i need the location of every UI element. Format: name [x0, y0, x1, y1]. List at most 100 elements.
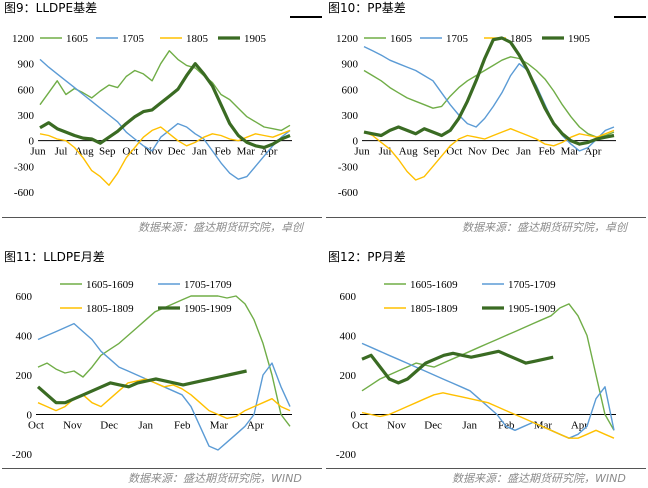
y-tick-label: 600 [16, 291, 33, 303]
y-tick-label: 900 [18, 59, 35, 71]
series-line-1805 [363, 127, 615, 181]
x-tick-label: Apr [584, 146, 601, 158]
series-line-1705 [39, 58, 291, 180]
x-tick-label: Dec [100, 420, 118, 432]
y-tick-label: -600 [338, 187, 359, 199]
x-tick-label: Nov [468, 146, 487, 158]
series-line-1905-1909 [361, 349, 554, 385]
x-tick-label: Jun [354, 146, 370, 158]
fig9-title: 图9：LLDPE基差 [4, 1, 98, 15]
x-tick-label: Oct [28, 420, 44, 432]
x-tick-label: Jan [192, 146, 207, 158]
fig10-panel: 图10：PP基差 1200 900 600 300 0 -300 -600 Jun Jul Aug… [324, 0, 648, 240]
fig10-underline [614, 16, 646, 18]
legend-label: 1905-1909 [508, 303, 556, 315]
series-line-1605-1609 [361, 303, 615, 431]
y-tick-label: 1200 [336, 33, 359, 45]
y-tick-label: 600 [18, 84, 35, 96]
x-tick-label: Aug [399, 146, 418, 158]
fig10-title: 图10：PP基差 [328, 1, 406, 15]
x-tick-label: Nov [63, 420, 82, 432]
x-tick-label: Sep [99, 146, 116, 158]
fig9-underline [290, 16, 322, 18]
y-tick-label: 400 [340, 331, 357, 343]
fig11-title: 图11：LLDPE月差 [4, 250, 105, 264]
legend-label: 1805 [510, 33, 533, 45]
legend-label: 1705 [122, 33, 145, 45]
y-tick-label: 300 [18, 110, 35, 122]
legend-label: 1805-1809 [410, 303, 458, 315]
x-tick-label: Feb [538, 146, 555, 158]
y-tick-label: -600 [14, 187, 35, 199]
x-tick-label: Dec [492, 146, 510, 158]
series-line-1605 [39, 50, 291, 132]
x-tick-label: Oct [352, 420, 368, 432]
x-tick-label: Aug [75, 146, 94, 158]
x-tick-label: Jan [138, 420, 153, 432]
fig12-title: 图12：PP月差 [328, 250, 406, 264]
legend-label: 1605-1609 [410, 279, 458, 291]
legend-label: 1705-1709 [184, 279, 232, 291]
fig12-panel: 图12：PP月差 600 400 200 0 -200 Oct Nov Dec Jan Feb Ma… [324, 248, 648, 488]
y-tick-label: 300 [342, 110, 359, 122]
x-tick-label: Dec [424, 420, 442, 432]
y-tick-label: -200 [336, 449, 357, 461]
fig11-source: 数据来源：盛达期货研究院，WIND [128, 472, 302, 485]
fig11-panel: 图11：LLDPE月差 600 400 200 0 -200 Oct Nov Dec Jan Fe… [0, 248, 324, 488]
y-tick-label: -300 [14, 161, 35, 173]
fig12-source: 数据来源：盛达期货研究院，WIND [452, 472, 626, 485]
y-tick-label: 1200 [12, 33, 35, 45]
legend-label: 1605 [66, 33, 89, 45]
series-line-1805-1809 [361, 392, 615, 439]
x-tick-label: Oct [122, 146, 138, 158]
x-tick-label: Mar [210, 420, 229, 432]
x-tick-label: Feb [214, 146, 231, 158]
legend-label: 1705-1709 [508, 279, 556, 291]
fig9-panel: 图9：LLDPE基差 1200 900 600 300 0 -300 -600 Jun Jul A… [0, 0, 324, 240]
y-tick-label: 200 [340, 370, 357, 382]
x-tick-label: Oct [446, 146, 462, 158]
y-tick-label: -200 [12, 449, 33, 461]
x-tick-label: Jan [516, 146, 531, 158]
series-line-1905 [39, 62, 291, 150]
x-tick-label: Jul [379, 146, 392, 158]
x-tick-label: Feb [174, 420, 191, 432]
legend-label: 1805-1809 [86, 303, 134, 315]
legend-label: 1905 [244, 33, 267, 45]
y-tick-label: 600 [340, 291, 357, 303]
x-tick-label: Jul [55, 146, 68, 158]
y-tick-label: -300 [338, 161, 359, 173]
x-tick-label: Mar [237, 146, 256, 158]
series-line-1905 [363, 36, 615, 146]
legend-label: 1605-1609 [86, 279, 134, 291]
y-tick-label: 200 [16, 370, 33, 382]
y-tick-label: 900 [342, 59, 359, 71]
series-line-1705-1709 [361, 342, 615, 439]
legend-label: 1605 [390, 33, 413, 45]
series-line-1705 [363, 45, 615, 152]
fig12-separator [326, 468, 646, 469]
fig9-source: 数据来源：盛达期货研究院，卓创 [138, 221, 303, 234]
legend-label: 1905-1909 [184, 303, 232, 315]
series-line-1605 [363, 56, 615, 138]
y-tick-label: 600 [342, 84, 359, 96]
x-tick-label: Nov [387, 420, 406, 432]
fig11-separator [2, 468, 322, 469]
fig10-separator [326, 217, 646, 218]
y-tick-label: 0 [29, 136, 35, 148]
x-tick-label: Jan [462, 420, 477, 432]
x-tick-label: Jun [30, 146, 46, 158]
fig9-separator [2, 217, 322, 218]
legend-label: 1705 [446, 33, 469, 45]
y-tick-label: 0 [27, 410, 33, 422]
legend-label: 1905 [568, 33, 591, 45]
x-tick-label: Apr [571, 420, 588, 432]
y-tick-label: 0 [353, 136, 359, 148]
x-tick-label: Mar [561, 146, 580, 158]
x-tick-label: Sep [423, 146, 440, 158]
y-tick-label: 0 [351, 410, 357, 422]
x-tick-label: Dec [168, 146, 186, 158]
fig11-chart: 600 400 200 0 -200 Oct Nov Dec Jan Feb Mar Apr 1605-… [12, 279, 292, 461]
